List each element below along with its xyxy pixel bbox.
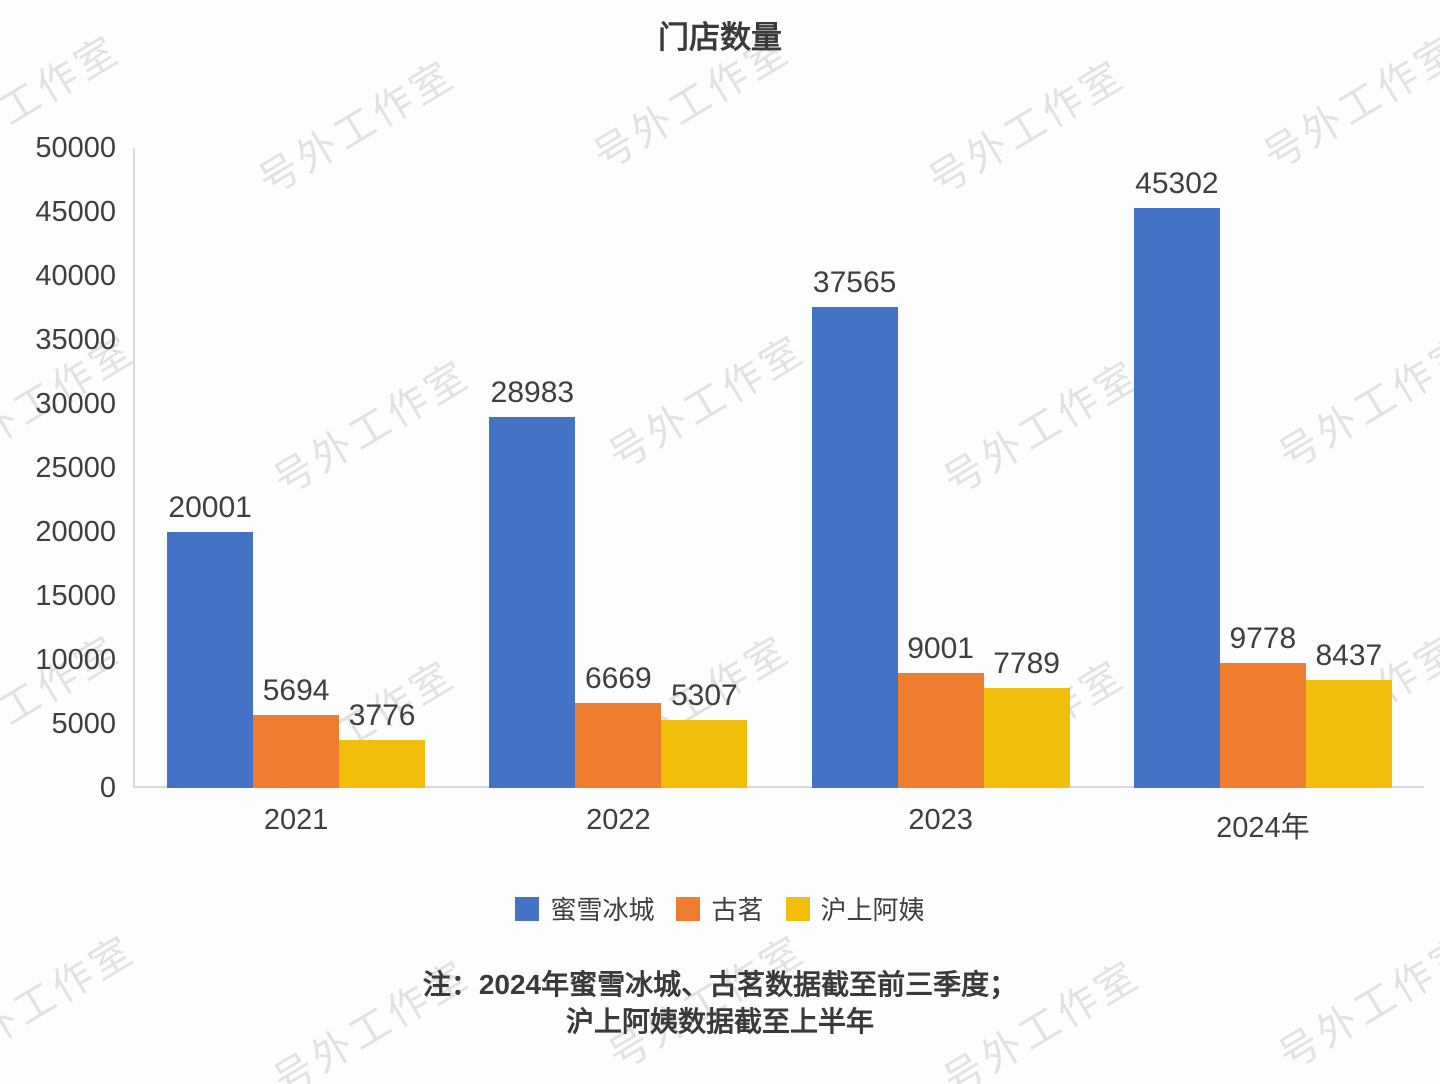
bar-value-label: 28983 — [490, 376, 575, 409]
bar-value-label: 5694 — [262, 674, 330, 707]
footnote: 注：2024年蜜雪冰城、古茗数据截至前三季度； 沪上阿姨数据截至上半年 — [0, 966, 1440, 1040]
x-axis-category-label: 2022 — [586, 804, 651, 836]
footnote-line-2: 沪上阿姨数据截至上半年 — [565, 1006, 874, 1037]
watermark-text: 号外工作室 — [936, 352, 1148, 504]
bar-沪上阿姨: 8437 — [1305, 639, 1392, 788]
y-axis-tick-label: 40000 — [35, 260, 116, 292]
bar-蜜雪冰城: 20001 — [167, 491, 254, 788]
legend: 蜜雪冰城 古茗 沪上阿姨 — [0, 890, 1440, 927]
x-axis-line — [133, 786, 1424, 788]
bar-古茗: 6669 — [575, 662, 662, 788]
y-axis-tick-label: 15000 — [35, 580, 116, 612]
y-axis-tick-label: 35000 — [35, 324, 116, 356]
y-axis-tick-label: 5000 — [51, 708, 116, 740]
x-axis-category-label: 2023 — [908, 804, 973, 836]
x-axis-category-label: 2021 — [263, 804, 329, 836]
legend-item: 蜜雪冰城 — [515, 890, 654, 927]
y-axis-tick-label: 0 — [99, 772, 116, 804]
watermark-text: 号外工作室 — [921, 52, 1133, 204]
bar-古茗: 5694 — [253, 674, 340, 788]
bar-value-label: 3776 — [348, 699, 416, 732]
bar-沪上阿姨: 3776 — [339, 699, 426, 788]
footnote-line-1: 注：2024年蜜雪冰城、古茗数据截至前三季度； — [422, 969, 1018, 1000]
legend-item: 沪上阿姨 — [785, 890, 925, 927]
legend-swatch — [515, 896, 540, 921]
watermark-text: 号外工作室 — [251, 52, 463, 204]
bar-value-label: 20001 — [168, 491, 252, 524]
y-axis-tick-label: 20000 — [35, 516, 116, 548]
y-axis-tick-label: 25000 — [35, 452, 116, 484]
y-axis-line — [133, 148, 135, 788]
watermark-text: 号外工作室 — [266, 352, 478, 504]
bar-蜜雪冰城: 37565 — [811, 266, 898, 788]
legend-swatch — [785, 896, 810, 921]
bar-value-label: 6669 — [585, 662, 652, 695]
y-axis-tick-label: 45000 — [35, 196, 116, 228]
bar-value-label: 9778 — [1229, 622, 1297, 655]
bar-value-label: 8437 — [1315, 639, 1383, 672]
bar-蜜雪冰城: 45302 — [1133, 167, 1220, 788]
legend-label: 沪上阿姨 — [820, 895, 925, 925]
bar-古茗: 9001 — [897, 632, 984, 788]
bar-value-label: 9001 — [907, 632, 974, 665]
legend-swatch — [676, 896, 701, 921]
legend-item: 古茗 — [676, 890, 764, 927]
y-axis-tick-label: 30000 — [35, 388, 116, 420]
watermark-text: 号外工作室 — [601, 327, 813, 479]
watermark-text: 号外工作室 — [1271, 327, 1440, 479]
bar-沪上阿姨: 7789 — [983, 647, 1070, 788]
chart-title: 门店数量 — [658, 20, 782, 55]
bar-古茗: 9778 — [1219, 622, 1306, 788]
y-axis-tick-label: 50000 — [35, 132, 116, 164]
legend-label: 蜜雪冰城 — [550, 895, 655, 925]
bar-value-label: 7789 — [993, 647, 1060, 680]
legend-label: 古茗 — [711, 895, 764, 925]
bar-沪上阿姨: 5307 — [661, 679, 748, 788]
bar-value-label: 5307 — [671, 679, 738, 712]
bar-value-label: 37565 — [812, 266, 897, 299]
bar-value-label: 45302 — [1135, 167, 1219, 200]
bar-蜜雪冰城: 28983 — [489, 376, 576, 788]
y-axis-tick-label: 10000 — [35, 644, 116, 676]
x-axis-category-label: 2024年 — [1216, 812, 1310, 844]
